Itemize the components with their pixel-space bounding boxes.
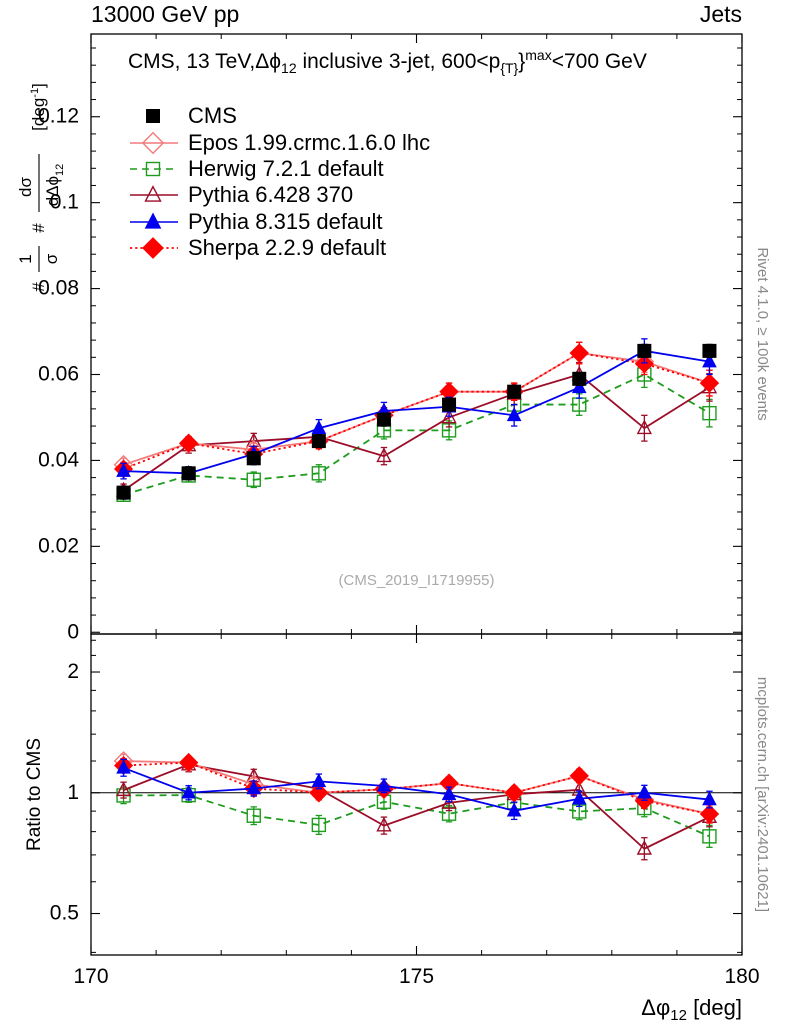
svg-text:dσ: dσ: [16, 177, 35, 197]
svg-text:175: 175: [399, 965, 434, 988]
svg-text:0.04: 0.04: [38, 448, 79, 471]
svg-text:Herwig 7.2.1 default: Herwig 7.2.1 default: [188, 156, 384, 181]
svg-text:0.06: 0.06: [38, 363, 79, 386]
svg-text:13000 GeV pp: 13000 GeV pp: [91, 1, 239, 27]
svg-text:#: #: [29, 223, 48, 233]
svg-text:Sherpa 2.2.9 default: Sherpa 2.2.9 default: [188, 235, 386, 260]
svg-text:1: 1: [67, 781, 79, 804]
svg-text:Pythia 6.428 370: Pythia 6.428 370: [188, 182, 353, 207]
svg-text:mcplots.cern.ch [arXiv:2401.10: mcplots.cern.ch [arXiv:2401.10621]: [754, 677, 771, 912]
svg-text:0.02: 0.02: [38, 534, 79, 557]
svg-text:1: 1: [16, 254, 35, 263]
svg-text:σ: σ: [42, 253, 61, 264]
svg-text:CMS, 13 TeV,Δϕ12 inclusive 3-j: CMS, 13 TeV,Δϕ12 inclusive 3-jet, 600<p{…: [128, 47, 647, 76]
svg-text:0.5: 0.5: [50, 902, 79, 925]
svg-text:2: 2: [67, 660, 79, 683]
svg-text:Ratio to CMS: Ratio to CMS: [24, 738, 45, 851]
svg-text:180: 180: [724, 965, 759, 988]
svg-text:Rivet 4.1.0, ≥ 100k events: Rivet 4.1.0, ≥ 100k events: [754, 247, 771, 420]
svg-text:Jets: Jets: [700, 1, 742, 27]
svg-text:(CMS_2019_I1719955): (CMS_2019_I1719955): [339, 572, 495, 589]
svg-text:#: #: [29, 282, 48, 292]
svg-text:0: 0: [67, 620, 79, 643]
svg-text:170: 170: [73, 965, 108, 988]
svg-text:CMS: CMS: [188, 103, 237, 128]
svg-text:Pythia 8.315 default: Pythia 8.315 default: [188, 209, 382, 234]
svg-text:Epos 1.99.crmc.1.6.0 lhc: Epos 1.99.crmc.1.6.0 lhc: [188, 130, 430, 155]
svg-text:Δφ12 [deg]: Δφ12 [deg]: [641, 995, 742, 1024]
